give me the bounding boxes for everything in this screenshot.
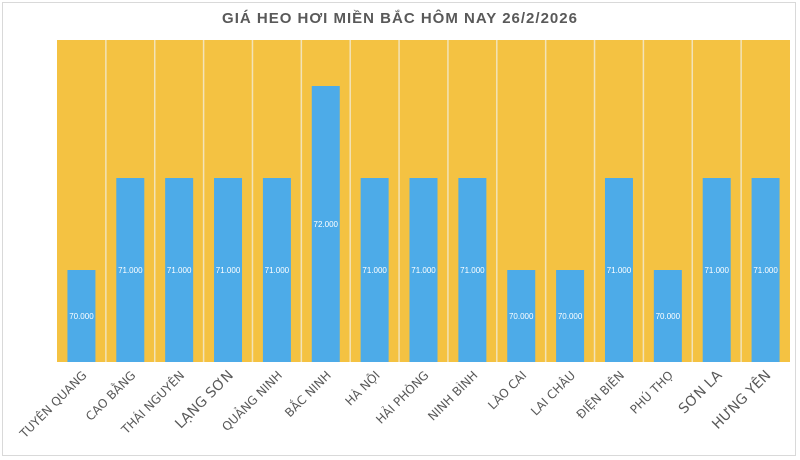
data-label: 70.000 — [69, 312, 94, 321]
data-label: 71.000 — [216, 266, 241, 275]
category-label: SƠN LA — [676, 367, 726, 417]
data-label: 71.000 — [460, 266, 485, 275]
data-label: 70.000 — [509, 312, 534, 321]
data-label: 71.000 — [411, 266, 436, 275]
category-label: PHÚ THỌ — [627, 368, 676, 417]
category-label: LÀO CAI — [485, 368, 530, 413]
bar — [262, 178, 291, 362]
bar — [556, 270, 585, 362]
category-label: TUYÊN QUANG — [16, 368, 90, 442]
bar — [653, 270, 682, 362]
category-label: LAI CHÂU — [527, 368, 578, 419]
bar — [751, 178, 780, 362]
bar — [214, 178, 243, 362]
data-label: 71.000 — [753, 266, 778, 275]
bar — [165, 178, 194, 362]
bar — [507, 270, 536, 362]
data-label: 71.000 — [607, 266, 632, 275]
data-label: 71.000 — [167, 266, 192, 275]
bar — [604, 178, 633, 362]
data-label: 72.000 — [314, 220, 339, 229]
bar — [458, 178, 487, 362]
bar — [311, 86, 340, 362]
data-label: 70.000 — [656, 312, 681, 321]
bar — [67, 270, 96, 362]
bar — [702, 178, 731, 362]
category-label: HÀ NỘI — [342, 368, 383, 409]
bar — [360, 178, 389, 362]
chart-title: GIÁ HEO HƠI MIỀN BẮC HÔM NAY 26/2/2026 — [222, 10, 578, 27]
data-label: 71.000 — [118, 266, 143, 275]
category-label: ĐIỆN BIÊN — [573, 368, 627, 422]
category-label: BẮC NINH — [281, 367, 334, 420]
bar — [116, 178, 145, 362]
category-label: NINH BÌNH — [425, 368, 481, 424]
bar — [409, 178, 438, 362]
data-label: 70.000 — [558, 312, 583, 321]
data-label: 71.000 — [265, 266, 290, 275]
data-label: 71.000 — [704, 266, 729, 275]
data-label: 71.000 — [362, 266, 387, 275]
category-label: HẢI PHÒNG — [372, 367, 432, 427]
chart-frame — [2, 2, 796, 456]
